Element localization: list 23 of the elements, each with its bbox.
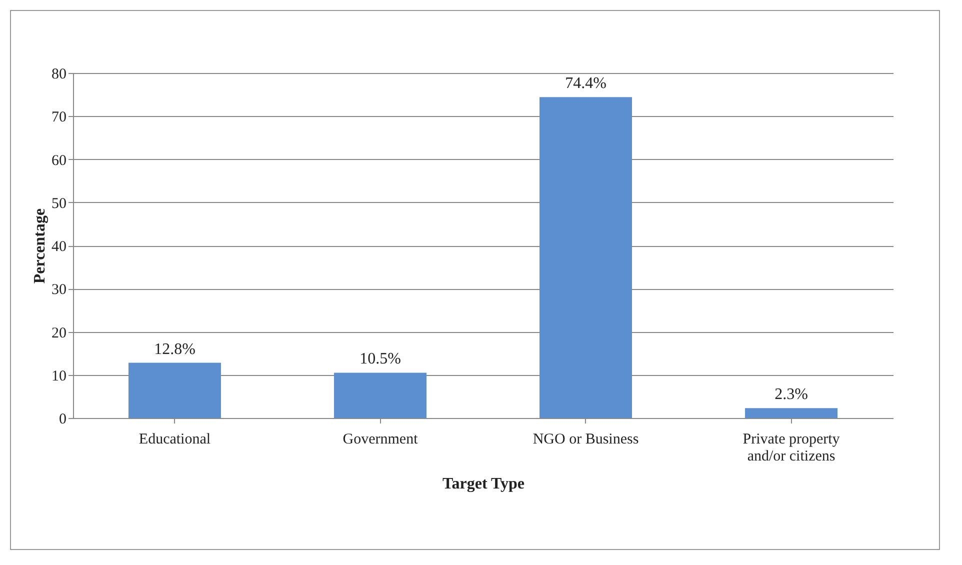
y-tick-label: 80 <box>52 66 66 82</box>
y-tick-label: 10 <box>52 368 66 384</box>
data-label: 10.5% <box>360 350 401 368</box>
data-label: 12.8% <box>154 340 196 358</box>
x-axis-title: Target Type <box>442 476 524 492</box>
y-tick-label: 30 <box>52 282 66 298</box>
y-tick-label: 20 <box>52 325 66 342</box>
bar <box>540 97 632 418</box>
bar <box>128 362 221 418</box>
data-label: 74.4% <box>565 75 606 92</box>
x-tick-label: Private property and/or citizens <box>742 432 840 464</box>
y-tick-label: 0 <box>59 412 66 428</box>
y-tick-label: 60 <box>52 152 66 169</box>
y-tick-label: 50 <box>52 196 66 212</box>
x-tick-label: Government <box>342 432 419 448</box>
y-tick-label: 40 <box>52 239 66 255</box>
y-tick-label: 70 <box>52 110 66 126</box>
y-axis-title: Percentage <box>32 208 48 284</box>
x-tick-label: Educational <box>138 432 211 448</box>
bar <box>334 372 426 418</box>
data-label: 2.3% <box>774 386 808 404</box>
x-tick-label: NGO or Business <box>532 432 639 448</box>
bar <box>745 408 838 418</box>
